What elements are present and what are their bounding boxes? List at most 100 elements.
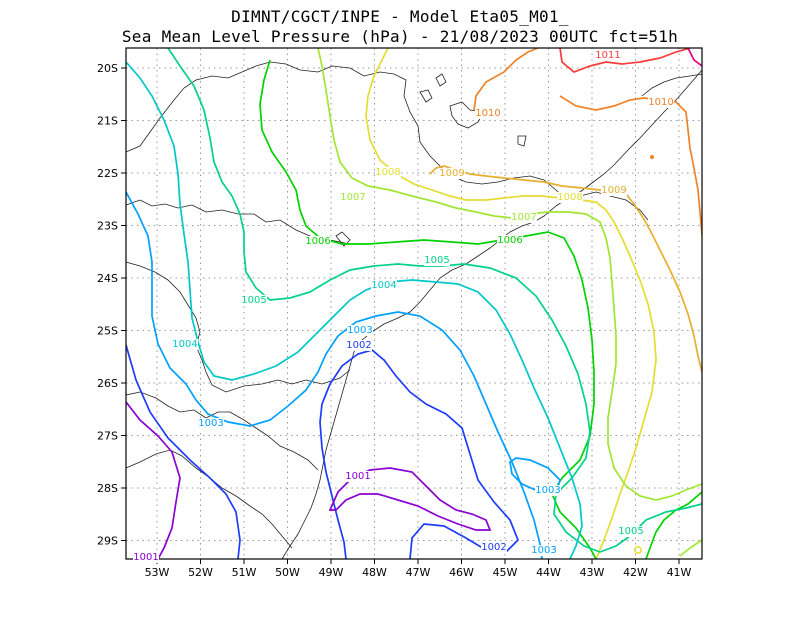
latitude-labels: 20S 21S 22S 23S 24S 25S 26S 27S 28S 29S: [97, 62, 126, 548]
lat-tick-label: 23S: [97, 220, 118, 233]
isobar-1004: [126, 61, 583, 559]
isobars: [126, 48, 702, 559]
isobar-1008-cell: [634, 546, 642, 554]
lat-lon-grid: [126, 48, 702, 559]
country-border: [126, 449, 293, 549]
lon-tick-label: 46W: [449, 566, 474, 579]
isobar-label-background: [648, 97, 674, 108]
state-border: [641, 73, 702, 97]
isobar-label-background: [340, 192, 366, 203]
isobar-1002: [126, 344, 241, 559]
isobar-label: 1004: [172, 339, 197, 350]
isobar-label: 1002: [346, 340, 371, 351]
isobar-label-background: [172, 339, 198, 350]
isobar-label-background: [345, 471, 371, 482]
isobar-label: 1004: [371, 280, 396, 291]
isobar-label-background: [497, 235, 523, 246]
coastline-and-borders: [126, 61, 702, 559]
isobar-label: 1008: [375, 167, 400, 178]
isobar-label: 1002: [481, 542, 506, 553]
reservoir-outline: [419, 89, 433, 103]
lon-tick-label: 45W: [493, 566, 518, 579]
lon-tick-label: 48W: [362, 566, 387, 579]
isobar-1011: [559, 48, 691, 73]
isobar-label: 1003: [198, 418, 223, 429]
lon-tick-label: 52W: [188, 566, 213, 579]
state-border: [126, 61, 407, 153]
isobar-label: 1001: [345, 471, 370, 482]
isobar-1002-mid: [321, 349, 519, 559]
lat-tick-label: 20S: [97, 62, 118, 75]
reservoir-outline: [435, 73, 447, 87]
isobar-label-background: [371, 280, 397, 291]
isobar-label: 1006: [305, 236, 330, 247]
isobar-label-background: [618, 526, 644, 537]
isobar-label-background: [424, 255, 450, 266]
isobar-1001-south: [328, 467, 492, 531]
isobar-1010-north: [473, 48, 539, 111]
state-border: [126, 261, 351, 393]
isobar-label-background: [557, 192, 583, 203]
isobar-labels: 1011 1010 1010 1009 1009 1008 1008 1007 1007 1006…: [133, 50, 674, 563]
isobar-label-background: [241, 295, 267, 306]
lon-tick-label: 43W: [580, 566, 605, 579]
isobar-label-background: [198, 418, 224, 429]
lat-tick-label: 25S: [97, 325, 118, 338]
isobar-label: 1005: [424, 255, 449, 266]
isobar-label-background: [511, 212, 537, 223]
isobar-label: 1011: [595, 50, 620, 61]
isobar-1002-south: [319, 403, 347, 559]
lat-tick-label: 26S: [97, 377, 118, 390]
lat-tick-label: 22S: [97, 167, 118, 180]
high-pressure-dot: [650, 155, 654, 159]
isobar-label-background: [535, 485, 561, 496]
isobar-1001: [126, 401, 181, 559]
isobar-label: 1009: [439, 168, 464, 179]
isobar-label-background: [595, 50, 621, 61]
reservoir-outline: [449, 101, 485, 129]
coastline: [281, 69, 702, 559]
isobar-label: 1008: [557, 192, 582, 203]
isobar-label: 1003: [535, 485, 560, 496]
map-frame: [125, 47, 703, 560]
isobar-label: 1010: [475, 108, 500, 119]
lat-tick-label: 27S: [97, 430, 118, 443]
longitude-labels: 53W 52W 51W 50W 49W 48W 47W 46W 45W 44W 43W 42W 41W: [145, 559, 692, 579]
lon-tick-label: 41W: [667, 566, 692, 579]
reservoir-outline: [517, 135, 527, 147]
isobar-label-background: [531, 545, 557, 556]
isobar-1012-corner: [687, 48, 702, 67]
isobar-label: 1006: [497, 235, 522, 246]
isobar-label-background: [375, 167, 401, 178]
map-subtitle: Sea Mean Level Pressure (hPa) - 21/08/20…: [121, 27, 679, 46]
isobar-1007: [317, 48, 702, 501]
lat-tick-label: 28S: [97, 482, 118, 495]
lon-tick-label: 42W: [623, 566, 648, 579]
isobar-1003: [126, 191, 543, 559]
isobar-label: 1005: [241, 295, 266, 306]
isobar-label-background: [601, 185, 627, 196]
isobar-label-background: [346, 340, 372, 351]
isobar-1006-se: [645, 491, 702, 559]
reservoir-outline: [335, 231, 351, 247]
isobar-1010-east: [559, 95, 702, 236]
isobar-label-background: [439, 168, 465, 179]
isobar-1008: [365, 48, 657, 559]
lon-tick-label: 47W: [406, 566, 431, 579]
isobar-label: 1007: [511, 212, 536, 223]
isobar-label: 1009: [601, 185, 626, 196]
lat-tick-label: 21S: [97, 115, 118, 128]
lon-tick-label: 50W: [275, 566, 300, 579]
isobar-label-background: [347, 325, 373, 336]
isobar-1005: [167, 48, 702, 553]
isobar-label-background: [133, 552, 159, 563]
lon-tick-label: 51W: [232, 566, 257, 579]
state-border: [126, 199, 346, 244]
isobar-label: 1005: [618, 526, 643, 537]
isobar-label-background: [481, 542, 507, 553]
isobar-label: 1010: [648, 97, 673, 108]
lon-tick-label: 49W: [319, 566, 344, 579]
isobar-label-background: [475, 108, 501, 119]
isobar-label: 1003: [347, 325, 372, 336]
